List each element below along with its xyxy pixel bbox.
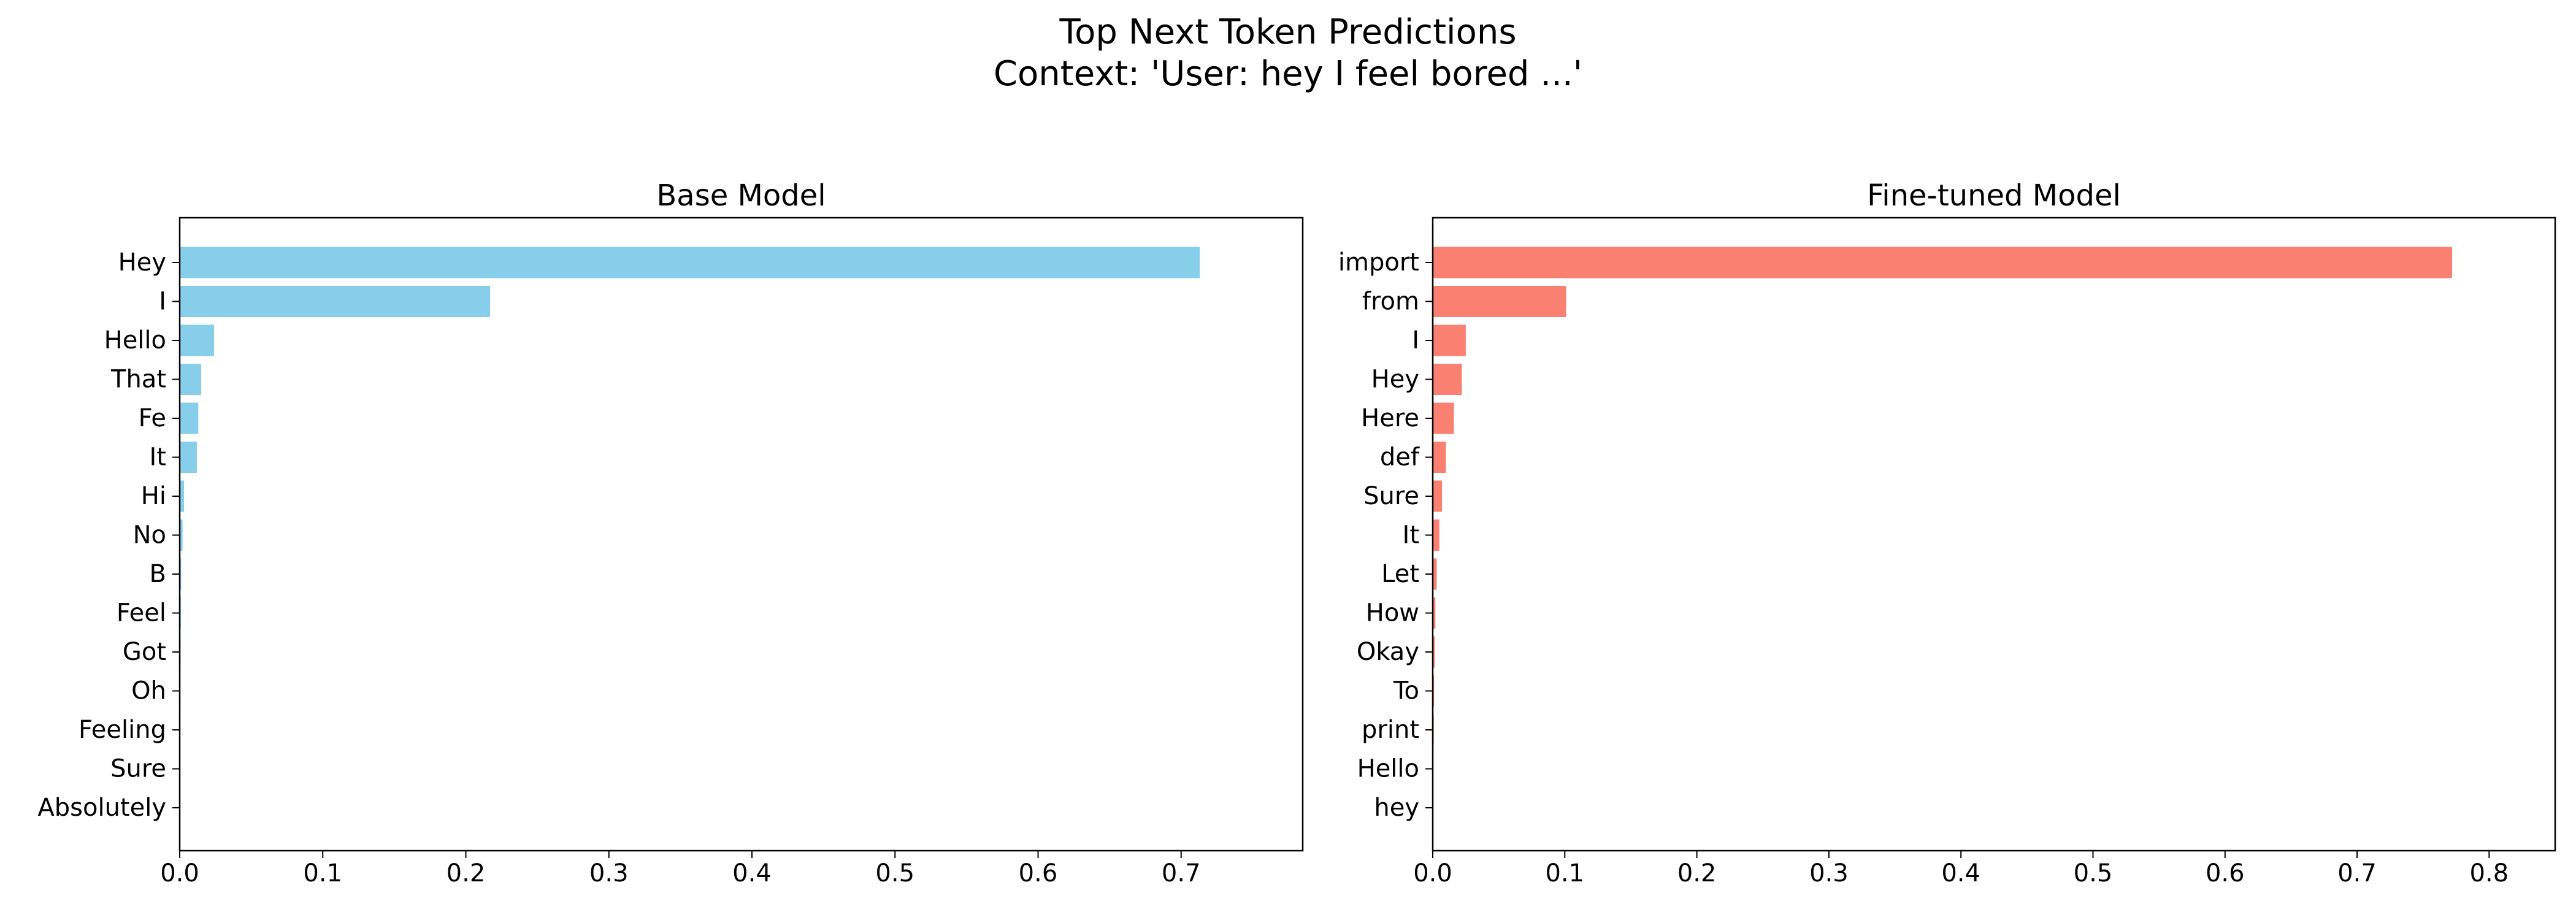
x-tick-label: 0.6 — [2206, 859, 2245, 887]
plot-frame — [178, 217, 1304, 852]
x-tick-label: 0.7 — [1162, 859, 1201, 887]
x-tick-label: 0.3 — [589, 859, 629, 887]
y-tick-label: Sure — [110, 755, 166, 783]
x-tick-label: 0.1 — [303, 859, 342, 887]
figure-subtitle: Context: 'User: hey I feel bored ...' — [993, 54, 1583, 94]
figure-title: Top Next Token Predictions — [1059, 12, 1517, 52]
y-tick-label: Got — [123, 638, 166, 666]
y-tick-label: Hey — [118, 248, 166, 277]
y-tick-label: Hello — [1357, 755, 1419, 783]
bar-okay — [1433, 636, 1435, 668]
bar-it — [1433, 519, 1439, 551]
x-tick-label: 0.2 — [1677, 859, 1717, 887]
x-tick-label: 0.3 — [1809, 859, 1849, 887]
y-tick-label: Okay — [1357, 638, 1419, 666]
x-tick-label: 0.5 — [2074, 859, 2113, 887]
y-tick-label: I — [159, 288, 166, 316]
y-tick-label: I — [1412, 326, 1419, 355]
x-tick-label: 0.4 — [732, 859, 772, 887]
y-tick-label: Sure — [1363, 482, 1419, 510]
y-tick-label: print — [1362, 716, 1419, 744]
bar-that — [180, 364, 201, 395]
y-tick-label: B — [150, 560, 166, 588]
bar-def — [1433, 442, 1446, 473]
y-tick-label: Let — [1381, 560, 1419, 588]
bar-how — [1433, 597, 1436, 629]
y-tick-label: Fe — [139, 404, 166, 432]
y-tick-label: def — [1380, 443, 1420, 472]
y-tick-label: Oh — [131, 677, 166, 705]
plot-frame — [1432, 217, 2556, 852]
bar-sure — [1433, 480, 1443, 512]
y-tick-label: Feel — [117, 599, 166, 627]
bar-import — [1433, 247, 2453, 278]
y-tick-label: It — [1403, 521, 1419, 550]
x-tick-label: 0.0 — [1413, 859, 1452, 887]
panel-title: Fine-tuned Model — [1867, 178, 2121, 213]
y-tick-label: import — [1338, 248, 1419, 277]
x-tick-label: 0.6 — [1019, 859, 1058, 887]
x-tick-label: 0.2 — [447, 859, 486, 887]
y-tick-label: Absolutely — [37, 794, 166, 822]
y-tick-label: Here — [1361, 404, 1419, 432]
y-tick-label: That — [110, 366, 166, 394]
y-tick-label: No — [133, 521, 166, 550]
x-tick-label: 0.4 — [1941, 859, 1980, 887]
y-tick-label: Feeling — [79, 716, 166, 744]
bar-hello — [180, 324, 214, 356]
x-tick-label: 0.5 — [875, 859, 914, 887]
y-tick-label: hey — [1374, 794, 1419, 822]
bar-hey — [180, 247, 1200, 278]
bar-i — [1433, 324, 1466, 356]
y-tick-label: It — [150, 443, 166, 472]
bar-from — [1433, 286, 1566, 317]
bar-it — [180, 442, 197, 473]
y-tick-label: Hi — [141, 482, 166, 510]
bar-hey — [1433, 364, 1462, 395]
y-tick-label: Hey — [1371, 366, 1419, 394]
y-tick-label: To — [1393, 677, 1419, 705]
x-tick-label: 0.1 — [1545, 859, 1584, 887]
bar-here — [1433, 402, 1454, 434]
bar-i — [180, 286, 491, 317]
x-tick-label: 0.8 — [2470, 859, 2509, 887]
x-tick-label: 0.0 — [160, 859, 199, 887]
y-tick-label: Hello — [104, 326, 166, 355]
x-tick-label: 0.7 — [2337, 859, 2377, 887]
bar-no — [180, 519, 183, 551]
bar-hi — [180, 480, 184, 512]
y-tick-label: How — [1366, 599, 1419, 627]
bar-let — [1433, 558, 1437, 590]
panel-title: Base Model — [656, 178, 826, 213]
y-tick-label: from — [1362, 288, 1419, 316]
bar-fe — [180, 402, 199, 434]
